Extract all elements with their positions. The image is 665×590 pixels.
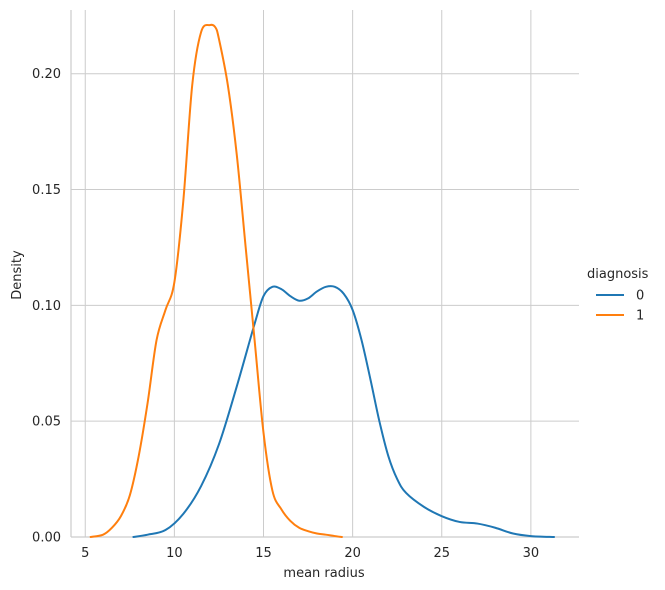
x-tick-label: 30 (523, 546, 540, 561)
series-line-0 (132, 285, 556, 538)
x-tick-label: 10 (166, 546, 183, 561)
ticks: 5 10 15 20 25 30 0.00 0.05 0.10 0.15 0.20 (32, 67, 539, 561)
x-axis-label: mean radius (283, 566, 364, 581)
series-line-1 (89, 23, 343, 538)
y-tick-label: 0.00 (32, 531, 61, 546)
y-tick-label: 0.20 (32, 67, 61, 82)
x-tick-label: 25 (433, 546, 450, 561)
y-tick-label: 0.15 (32, 183, 61, 198)
axes (70, 10, 579, 538)
x-tick-label: 5 (81, 546, 89, 561)
x-tick-label: 15 (255, 546, 272, 561)
legend-label-0: 0 (636, 289, 644, 304)
y-tick-label: 0.05 (32, 415, 61, 430)
x-tick-label: 20 (344, 546, 361, 561)
legend-label-1: 1 (636, 309, 644, 324)
legend-title: diagnosis (587, 267, 649, 282)
legend: diagnosis 0 1 (587, 267, 649, 324)
y-axis-label: Density (10, 250, 25, 300)
series-layer (89, 23, 556, 538)
y-tick-label: 0.10 (32, 299, 61, 314)
grid (71, 10, 579, 537)
